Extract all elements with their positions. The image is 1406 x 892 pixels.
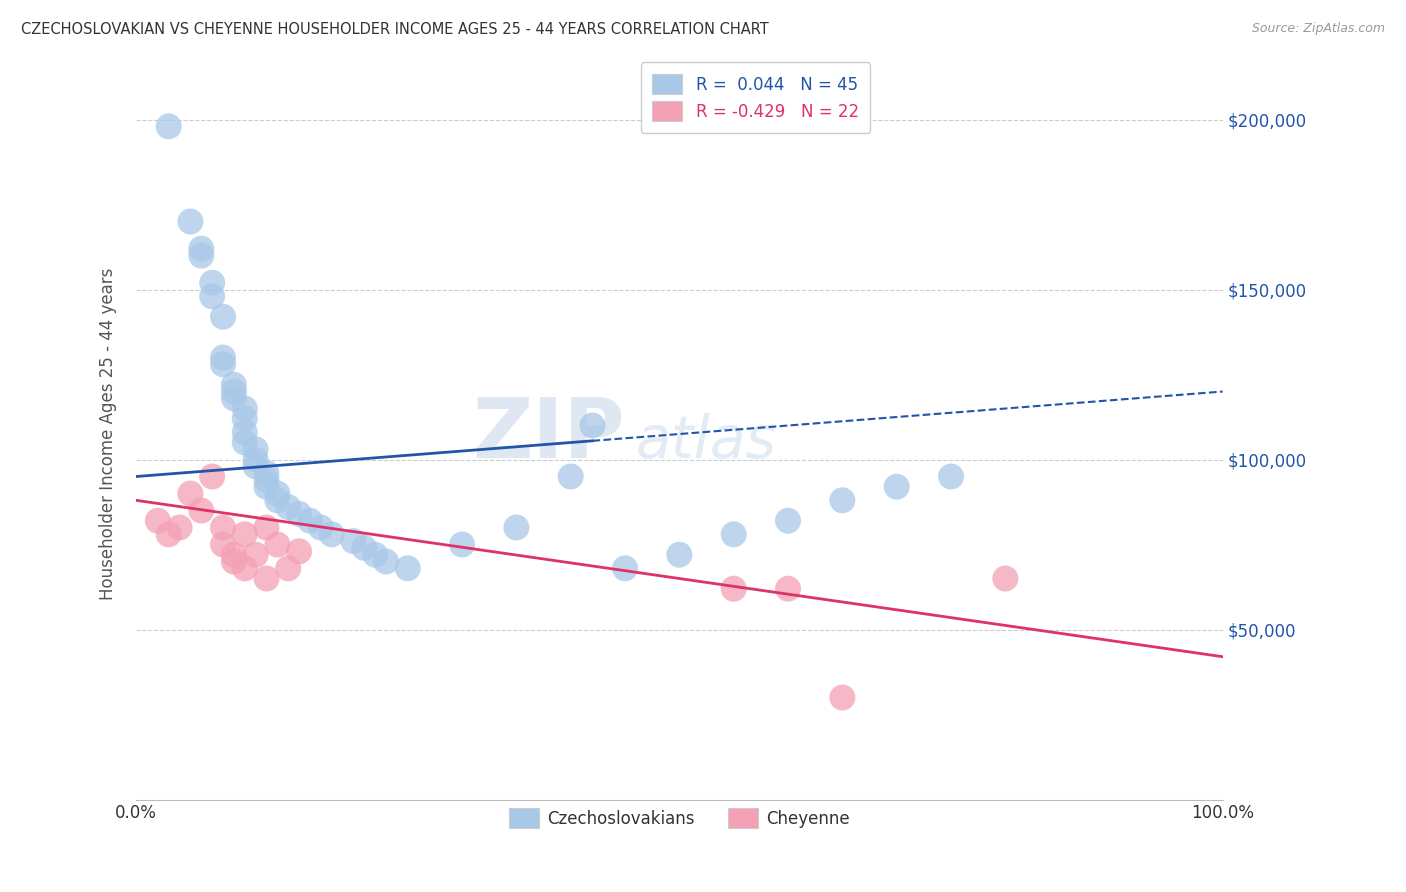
Point xyxy=(222,548,245,562)
Point xyxy=(190,242,212,256)
Point xyxy=(245,452,267,467)
Point xyxy=(288,507,311,521)
Point xyxy=(723,527,745,541)
Point xyxy=(321,527,343,541)
Point xyxy=(668,548,690,562)
Point xyxy=(212,310,235,324)
Point xyxy=(157,527,180,541)
Point xyxy=(776,582,799,596)
Point xyxy=(201,276,224,290)
Point xyxy=(256,466,278,480)
Point xyxy=(353,541,375,555)
Point xyxy=(233,561,256,575)
Text: atlas: atlas xyxy=(636,413,778,470)
Point xyxy=(222,384,245,399)
Point xyxy=(233,411,256,425)
Point xyxy=(364,548,387,562)
Point xyxy=(212,351,235,365)
Point xyxy=(190,503,212,517)
Point xyxy=(776,514,799,528)
Point xyxy=(451,537,474,551)
Point xyxy=(256,473,278,487)
Point xyxy=(256,480,278,494)
Point xyxy=(560,469,582,483)
Point xyxy=(201,469,224,483)
Point xyxy=(146,514,169,528)
Point xyxy=(157,120,180,134)
Y-axis label: Householder Income Ages 25 - 44 years: Householder Income Ages 25 - 44 years xyxy=(100,268,117,600)
Point xyxy=(245,459,267,474)
Point xyxy=(375,555,398,569)
Point xyxy=(256,572,278,586)
Legend: Czechoslovakians, Cheyenne: Czechoslovakians, Cheyenne xyxy=(502,801,856,835)
Point xyxy=(886,480,908,494)
Point xyxy=(266,537,288,551)
Point xyxy=(179,214,201,228)
Point xyxy=(190,248,212,262)
Point xyxy=(233,527,256,541)
Point xyxy=(233,425,256,440)
Point xyxy=(298,514,321,528)
Point xyxy=(831,690,853,705)
Point xyxy=(245,548,267,562)
Point xyxy=(222,392,245,406)
Point xyxy=(505,520,527,534)
Point xyxy=(309,520,332,534)
Point xyxy=(614,561,637,575)
Point xyxy=(581,418,603,433)
Point xyxy=(277,500,299,515)
Point xyxy=(266,493,288,508)
Text: CZECHOSLOVAKIAN VS CHEYENNE HOUSEHOLDER INCOME AGES 25 - 44 YEARS CORRELATION CH: CZECHOSLOVAKIAN VS CHEYENNE HOUSEHOLDER … xyxy=(21,22,769,37)
Point xyxy=(266,486,288,500)
Point xyxy=(994,572,1017,586)
Point xyxy=(939,469,962,483)
Point xyxy=(212,357,235,371)
Point xyxy=(256,520,278,534)
Point xyxy=(222,377,245,392)
Point xyxy=(723,582,745,596)
Point xyxy=(212,520,235,534)
Point xyxy=(201,289,224,303)
Point xyxy=(233,435,256,450)
Point xyxy=(342,534,364,549)
Point xyxy=(222,555,245,569)
Point xyxy=(169,520,191,534)
Point xyxy=(277,561,299,575)
Text: ZIP: ZIP xyxy=(472,393,626,475)
Point xyxy=(212,537,235,551)
Point xyxy=(233,401,256,416)
Point xyxy=(179,486,201,500)
Point xyxy=(288,544,311,558)
Point xyxy=(831,493,853,508)
Point xyxy=(396,561,419,575)
Text: Source: ZipAtlas.com: Source: ZipAtlas.com xyxy=(1251,22,1385,36)
Point xyxy=(245,442,267,457)
